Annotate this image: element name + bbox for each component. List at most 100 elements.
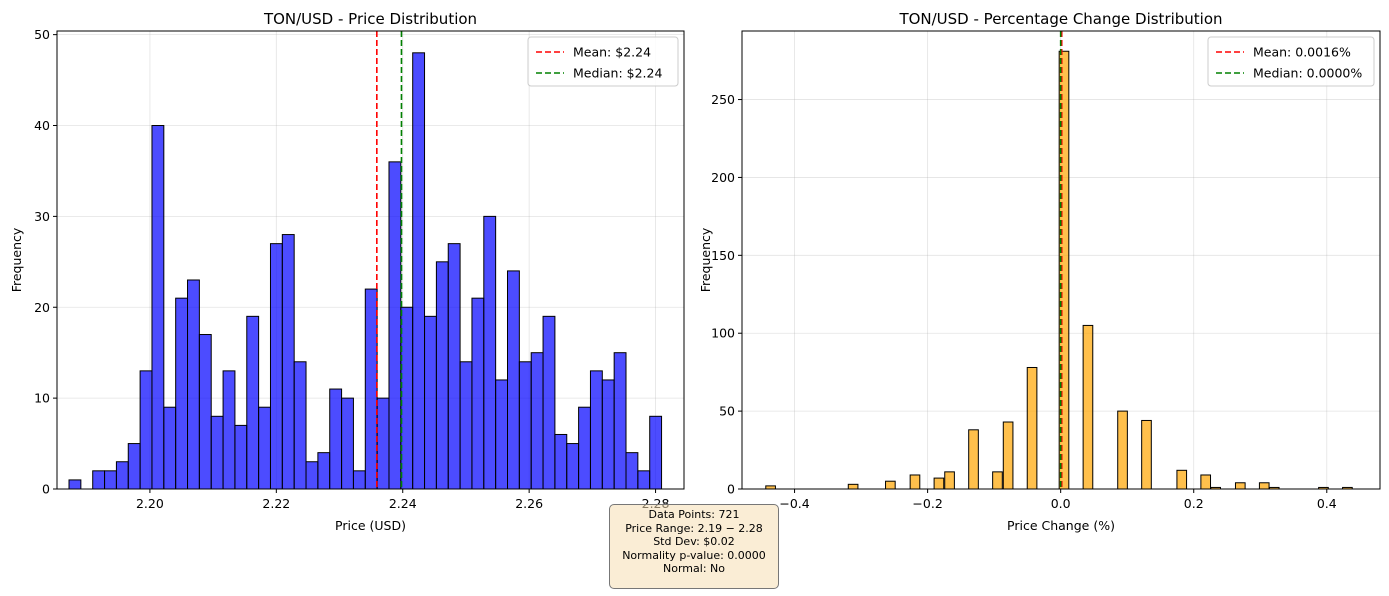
stat-std-dev: Std Dev: $0.02	[653, 535, 735, 549]
histogram-bar	[376, 397, 390, 490]
y-tick-label: 50	[719, 404, 735, 419]
histogram-bar	[435, 261, 449, 490]
y-tick-label: 40	[34, 118, 50, 133]
legend-box	[527, 36, 679, 87]
histogram-bar	[246, 315, 260, 490]
histogram-bar	[637, 470, 651, 490]
histogram-bar	[649, 415, 663, 490]
y-tick-label: 50	[34, 27, 50, 42]
legend-median-label: Median: 0.0000%	[1253, 66, 1362, 81]
histogram-bar	[1234, 482, 1246, 490]
histogram-bar	[187, 279, 200, 490]
change-chart: −0.4 −0.2 0.0 0.2 0.4 0 50 100 150 200 250 TON/USD …	[698, 10, 1381, 533]
x-axis-label: Price (USD)	[335, 518, 406, 533]
chart-title: TON/USD - Percentage Change Distribution	[898, 10, 1222, 28]
histogram-bar	[447, 243, 461, 490]
histogram-bar	[459, 361, 473, 490]
histogram-bar	[151, 125, 165, 490]
stat-normal: Normal: No	[663, 562, 725, 576]
histogram-bar	[222, 370, 236, 490]
histogram-bar	[530, 352, 544, 490]
histogram-bar	[483, 215, 497, 490]
stat-data-points: Data Points: 721	[648, 508, 740, 521]
x-tick-label: 2.20	[136, 496, 164, 511]
histogram-bar	[625, 452, 639, 490]
y-tick-label: 30	[34, 209, 50, 224]
y-axis-label: Frequency	[698, 227, 713, 292]
histogram-bar	[554, 433, 568, 490]
histogram-bar	[258, 406, 271, 490]
y-tick-label: 200	[711, 170, 735, 185]
x-tick-label: 2.24	[389, 496, 417, 511]
legend-mean-label: Mean: $2.24	[573, 45, 651, 60]
histogram-bar	[1176, 469, 1188, 490]
histogram-bar	[115, 461, 129, 490]
x-tick-label: 2.22	[262, 496, 290, 511]
histogram-bar	[68, 479, 82, 490]
price-chart: 2.202.222.242.262.2801020304050TON/USD -…	[9, 10, 685, 533]
histogram-bar	[1141, 419, 1152, 490]
histogram-bar	[305, 461, 319, 490]
histogram-bar	[518, 361, 532, 490]
x-tick-label: 0.2	[1184, 496, 1204, 511]
histogram-bar	[400, 306, 414, 490]
histogram-bar	[1117, 410, 1128, 490]
histogram-bar	[234, 424, 248, 490]
histogram-bar	[175, 297, 189, 490]
histogram-bar	[542, 315, 556, 490]
statistics-box: Data Points: 721 Price Range: 2.19 − 2.2…	[609, 504, 779, 589]
chart-title: TON/USD - Price Distribution	[263, 10, 477, 28]
legend-mean-label: Mean: 0.0016%	[1253, 45, 1351, 60]
x-tick-label: 0.0	[1051, 496, 1071, 511]
legend: Mean: 0.0016% Median: 0.0000%	[1207, 36, 1375, 87]
y-tick-label: 10	[34, 391, 50, 406]
legend: Mean: $2.24 Median: $2.24	[527, 36, 679, 87]
legend-box	[1207, 36, 1375, 87]
histogram-bar	[198, 334, 212, 490]
y-tick-label: 0	[727, 482, 735, 497]
histogram-bar	[968, 429, 979, 490]
histogram-bar	[495, 379, 508, 490]
histogram-bar	[341, 397, 354, 490]
histogram-bar	[1200, 474, 1212, 490]
histogram-bar	[317, 452, 331, 490]
histogram-bar	[992, 471, 1003, 490]
histogram-bar	[163, 406, 177, 490]
stat-price-range: Price Range: 2.19 − 2.28	[625, 521, 763, 535]
y-tick-label: 150	[711, 248, 735, 263]
histogram-bar	[1082, 324, 1094, 490]
histogram-bar	[388, 161, 402, 490]
histogram-bar	[506, 270, 520, 490]
histogram-bar	[613, 352, 627, 490]
histogram-bar	[1002, 421, 1014, 490]
histogram-bar	[847, 483, 859, 490]
histogram-bar	[471, 297, 485, 490]
histogram-bar	[92, 470, 106, 490]
histogram-bar	[578, 406, 591, 490]
histogram-bar	[909, 474, 921, 490]
histogram-bar	[139, 370, 153, 490]
histogram-bar	[601, 379, 615, 490]
legend-median-label: Median: $2.24	[573, 66, 662, 81]
histogram-bar	[933, 477, 945, 490]
y-tick-label: 20	[34, 300, 50, 315]
x-tick-label: −0.4	[779, 496, 809, 511]
histogram-bar	[269, 243, 283, 490]
histogram-bar	[104, 470, 117, 490]
histogram-bar	[329, 388, 343, 490]
x-tick-label: −0.2	[912, 496, 942, 511]
histogram-bar	[566, 443, 580, 490]
stat-normality-p-value: Normality p-value: 0.0000	[622, 548, 766, 562]
x-tick-label: 0.4	[1317, 496, 1337, 511]
histogram-bar	[589, 370, 603, 490]
histogram-bar	[412, 52, 426, 490]
histogram-bar	[1258, 482, 1270, 490]
y-tick-label: 250	[711, 92, 735, 107]
histogram-bar	[352, 470, 366, 490]
plot-frame	[56, 30, 685, 490]
histogram-bar	[293, 361, 307, 490]
histogram-bar	[281, 234, 295, 490]
histogram-bar	[885, 480, 896, 490]
histogram-bar	[364, 288, 378, 490]
